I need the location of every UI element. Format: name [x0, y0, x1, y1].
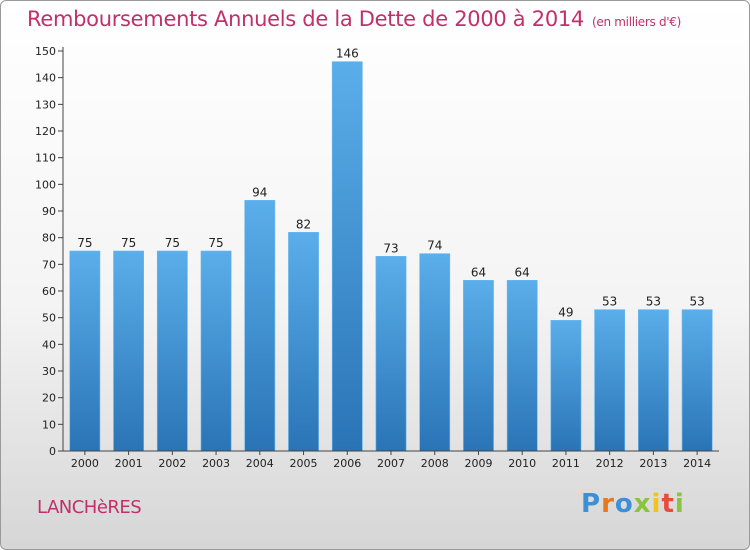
bar-value-label: 146 — [336, 47, 359, 61]
logo-letter: i — [651, 489, 662, 519]
y-tick-label: 90 — [42, 205, 56, 218]
bars-group: 75 75 75 75 94 82 146 73 74 64 64 49 53 53 53 — [69, 47, 713, 452]
logo-letter: i — [674, 489, 685, 519]
bar-value-label: 49 — [558, 305, 573, 319]
proxiti-logo: Proxiti — [581, 489, 685, 519]
bar — [200, 250, 232, 452]
bar — [156, 250, 188, 452]
y-tick-label: 150 — [35, 45, 56, 58]
x-tick-label: 2006 — [333, 457, 361, 470]
y-tick-label: 130 — [35, 98, 56, 111]
chart-subtitle: (en milliers d'€) — [592, 15, 682, 29]
bar-value-label: 64 — [471, 265, 486, 279]
bar-value-label: 94 — [252, 185, 267, 199]
x-tick-label: 2000 — [71, 457, 99, 470]
bar-value-label: 75 — [77, 236, 92, 250]
y-tick-label: 80 — [42, 232, 56, 245]
bar — [638, 309, 669, 452]
x-tick-label: 2007 — [377, 457, 405, 470]
logo-letter: t — [661, 489, 675, 519]
x-tick-label: 2014 — [683, 457, 711, 470]
bar — [681, 309, 713, 452]
bar-value-label: 73 — [383, 241, 398, 255]
bar-value-label: 75 — [121, 236, 136, 250]
y-tick-label: 10 — [42, 418, 56, 431]
y-tick-label: 110 — [35, 152, 56, 165]
x-tick-label: 2009 — [464, 457, 492, 470]
x-tick-label: 2010 — [508, 457, 536, 470]
bar-value-label: 74 — [427, 239, 442, 253]
x-tick-label: 2012 — [596, 457, 624, 470]
bar — [244, 200, 276, 452]
x-tick-label: 2008 — [421, 457, 449, 470]
bar — [288, 232, 319, 452]
y-tick-label: 100 — [35, 178, 56, 191]
bar-value-label: 53 — [689, 295, 704, 309]
bar — [331, 61, 363, 452]
bar — [594, 309, 626, 452]
logo-letter: x — [633, 489, 652, 519]
chart-title: Remboursements Annuels de la Dette de 20… — [27, 7, 681, 31]
x-tick-label: 2011 — [552, 457, 580, 470]
bar-value-label: 53 — [602, 295, 617, 309]
y-tick-label: 0 — [49, 445, 56, 458]
x-tick-label: 2005 — [290, 457, 318, 470]
bar-value-label: 75 — [165, 236, 180, 250]
logo-letter: P — [581, 489, 602, 519]
x-tick-label: 2003 — [202, 457, 230, 470]
y-tick-label: 20 — [42, 392, 56, 405]
bar — [506, 280, 538, 452]
y-tick-label: 60 — [42, 285, 56, 298]
bar-value-label: 75 — [208, 236, 223, 250]
bar — [550, 320, 582, 452]
bar-value-label: 53 — [646, 295, 661, 309]
y-tick-label: 30 — [42, 365, 56, 378]
y-tick-label: 140 — [35, 72, 56, 85]
bar-value-label: 64 — [515, 265, 530, 279]
logo-letter: r — [601, 489, 615, 519]
bar — [419, 253, 451, 452]
bar — [113, 250, 144, 452]
x-tick-label: 2002 — [158, 457, 186, 470]
y-tick-label: 40 — [42, 338, 56, 351]
bar — [375, 256, 407, 452]
x-tick-label: 2004 — [246, 457, 274, 470]
x-axis: 2000 2001 2002 2003 2004 2005 2006 2007 2008 2009… — [63, 450, 719, 470]
bar — [69, 250, 101, 452]
x-tick-label: 2013 — [639, 457, 667, 470]
logo-letter: o — [614, 489, 634, 519]
chart-title-text: Remboursements Annuels de la Dette de 20… — [27, 7, 584, 31]
y-tick-label: 50 — [42, 312, 56, 325]
y-axis: 0 10 20 30 40 50 60 70 80 90 100 110 120 130 140 150 — [35, 45, 64, 458]
x-tick-label: 2001 — [115, 457, 143, 470]
bar — [463, 280, 494, 452]
y-tick-label: 120 — [35, 125, 56, 138]
town-name: LANCHèRES — [37, 497, 142, 518]
bar-value-label: 82 — [296, 217, 311, 231]
y-tick-label: 70 — [42, 258, 56, 271]
